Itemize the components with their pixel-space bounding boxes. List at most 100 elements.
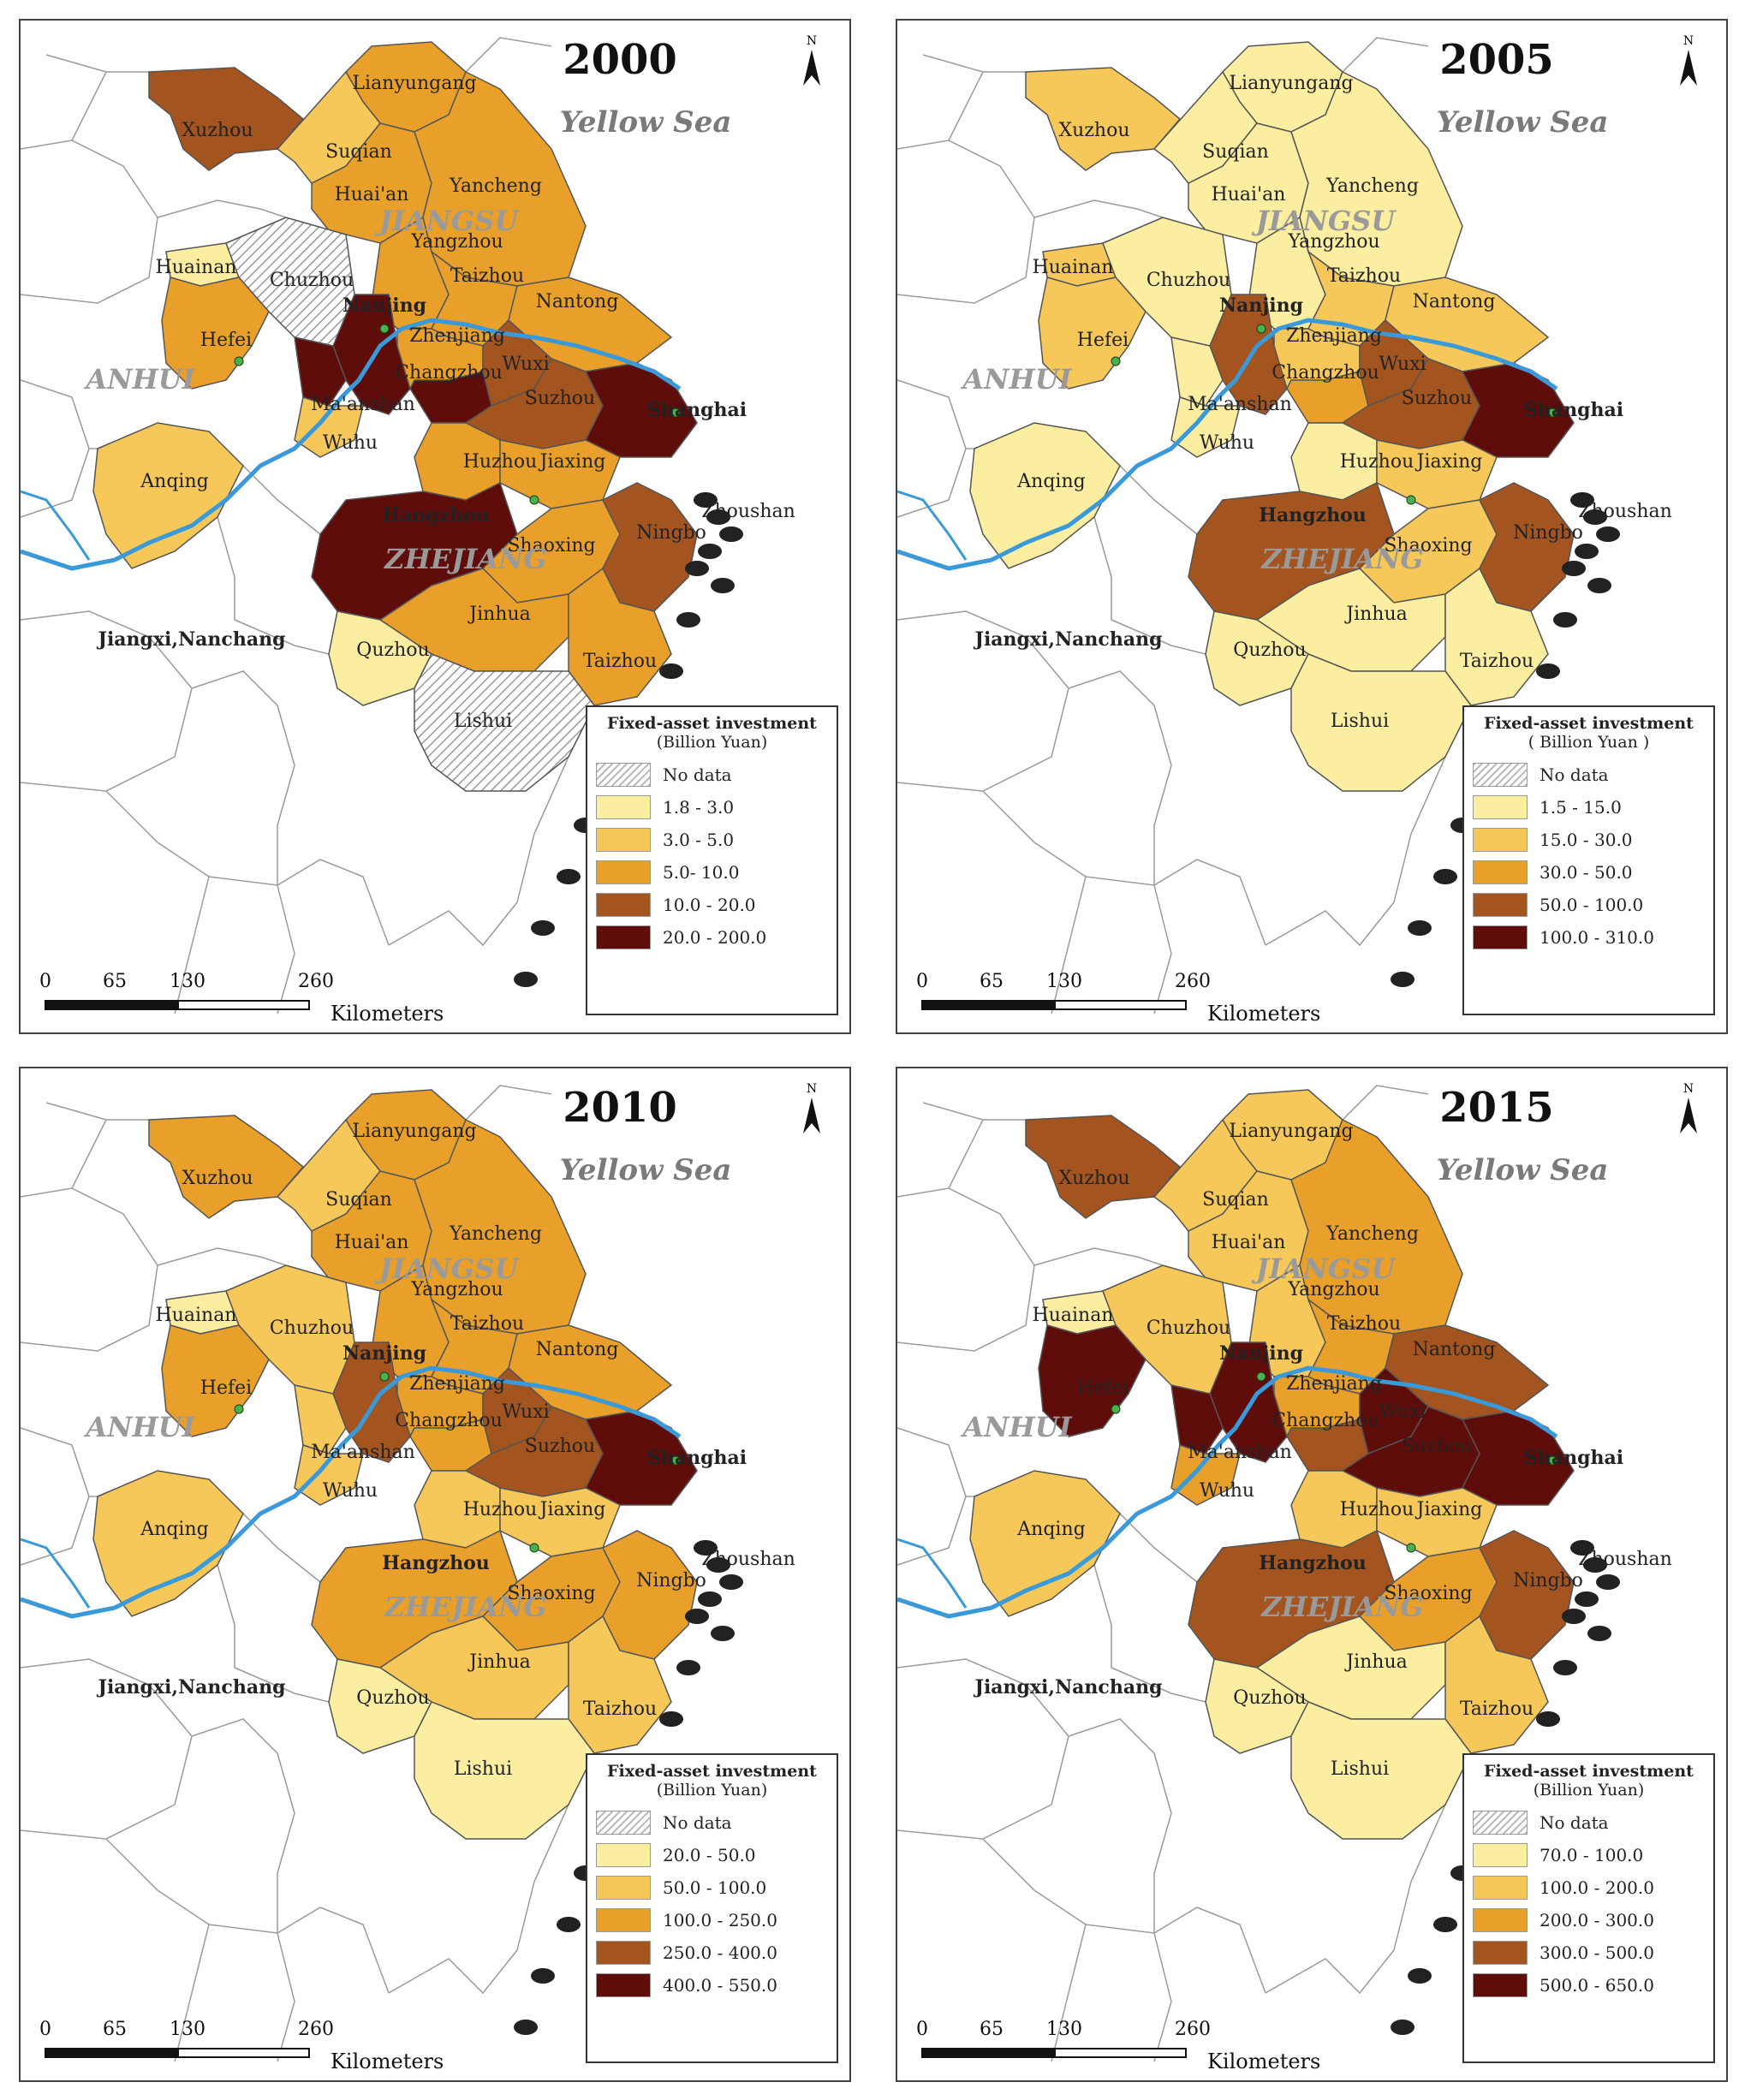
city-label: Suzhou [525,1436,595,1457]
city-label: Hangzhou [1259,504,1367,526]
boundary-line [388,901,518,947]
city-label: Ningbo [636,522,706,544]
legend-row-5: 500.0 - 650.0 [1473,1969,1705,2002]
panel-year: 2015 [1439,1084,1554,1132]
island-shape [694,492,718,508]
city-labels: Xuzhou Lianyungang Suqian Huai'an Yancheng Ya… [1016,1121,1672,1780]
legend-swatch [1473,1876,1528,1900]
legend-swatch [1473,860,1528,884]
island-shape [531,1968,555,1984]
legend-row-2: 50.0 - 100.0 [596,1871,828,1904]
prefecture-jiaxing [1376,1487,1498,1557]
sea-label: Yellow Sea [560,105,732,140]
city-label: Nanjing [1219,294,1303,317]
legend-swatch [596,893,651,917]
legend-label: 1.5 - 15.0 [1540,797,1622,818]
legend-row-1: 1.5 - 15.0 [1473,791,1705,824]
scale-tick: 65 [980,2019,1004,2040]
city-label: Jiaxing [539,451,606,473]
city-label: Yancheng [449,175,542,197]
city-label: Shanghai [1524,399,1623,421]
prefecture-wuhu [294,1444,364,1506]
map-panel-2005: Xuzhou Lianyungang Suqian Huai'an Yancheng Ya… [896,19,1728,1034]
context-boundaries [21,37,569,1014]
map-legend: Fixed-asset investment (Billion Yuan) No… [586,1753,838,2063]
scale-unit: Kilometers [331,2049,444,2073]
island-shape [1391,972,1414,987]
prefecture-ma-anshan [294,336,347,407]
prefecture-jiaxing [1376,439,1498,509]
legend-label: 1.8 - 3.0 [663,797,735,818]
city-label: Taizhou [450,265,524,287]
capital-marker [670,1455,681,1466]
city-label: Lianyungang [352,1121,476,1142]
city-label: Xuzhou [182,120,253,141]
island-shape [659,1711,683,1727]
legend-swatch [1473,1843,1528,1867]
choropleth-map: Xuzhou Lianyungang Suqian Huai'an Yancheng Ya… [897,37,1672,1014]
legend-row-5: 400.0 - 550.0 [596,1969,828,2002]
boundary-line [105,790,390,946]
island-shape [711,1626,735,1641]
scale-segment [45,2048,177,2058]
city-label: Anqing [1016,1519,1085,1540]
panel-year: 2010 [563,1084,677,1132]
prefecture-ma-anshan [1170,336,1224,407]
boundary-line [1265,901,1395,947]
capital-marker [1256,324,1266,334]
legend-swatch [596,828,651,852]
prefecture-lishui [414,653,595,792]
city-label: Taizhou [1460,1698,1534,1720]
legend-unit: (Billion Yuan) [656,1781,768,1800]
legend-swatch [1473,1973,1528,1997]
city-label: Nantong [1413,291,1496,312]
city-label: Changzhou [1272,1410,1379,1431]
scale-tick: 0 [39,971,51,992]
boundary-line [1393,756,1446,903]
boundary-line [465,37,552,73]
legend-label: 70.0 - 100.0 [1540,1845,1644,1865]
map-legend: Fixed-asset investment (Billion Yuan) No… [586,705,838,1015]
legend-title: Fixed-asset investment [1484,714,1694,733]
city-label: Huzhou [463,1499,538,1520]
boundary-line [922,54,1026,73]
city-label: Nanjing [342,1342,426,1365]
region-label: Jiangxi,Nanchang [97,628,286,651]
boundary-line [157,199,287,218]
scale-segment [45,1000,177,1010]
capital-marker [670,408,681,418]
legend-swatch [1473,1941,1528,1965]
city-labels: Xuzhou Lianyungang Suqian Huai'an Yancheng Ya… [1016,73,1672,732]
north-arrow-icon: N [803,1082,820,1133]
legend-row-4: 10.0 - 20.0 [596,889,828,921]
boundary-line [982,790,1266,946]
prefecture-wuhu [1170,396,1241,458]
island-shape [706,1557,730,1573]
city-label: Taizhou [1327,1313,1401,1335]
city-label: Hefei [1077,330,1129,351]
choropleth-map: Xuzhou Lianyungang Suqian Huai'an Yancheng Ya… [21,1085,795,2062]
boundary-line [1119,1513,1198,1583]
prefecture-wuhu [1170,1444,1241,1506]
island-shape [1575,1591,1599,1607]
boundary-line [516,1804,569,1951]
prefecture-quzhou [328,1658,432,1754]
city-label: Shaoxing [1384,535,1472,556]
island-shape [1583,509,1607,525]
legend-label: 400.0 - 550.0 [663,1975,777,1996]
city-label: Wuxi [502,1401,549,1423]
legend-unit: ( Billion Yuan ) [1528,733,1650,752]
prefecture-ningbo [1478,482,1575,612]
island-shape [1536,663,1560,679]
scale-unit: Kilometers [331,1002,444,1026]
city-label: Yangzhou [1287,1279,1379,1300]
prefecture-lishui [1290,653,1472,792]
island-shape [1587,578,1611,593]
scale-segment [177,1000,310,1010]
legend-swatch [596,1811,651,1835]
city-label: Lishui [1331,711,1389,732]
scale-bar: 0 65 130 260 Kilometers [909,971,1320,1026]
capital-marker [379,324,390,334]
boundary-line [1093,516,1112,620]
scale-segment [921,2048,1054,2058]
